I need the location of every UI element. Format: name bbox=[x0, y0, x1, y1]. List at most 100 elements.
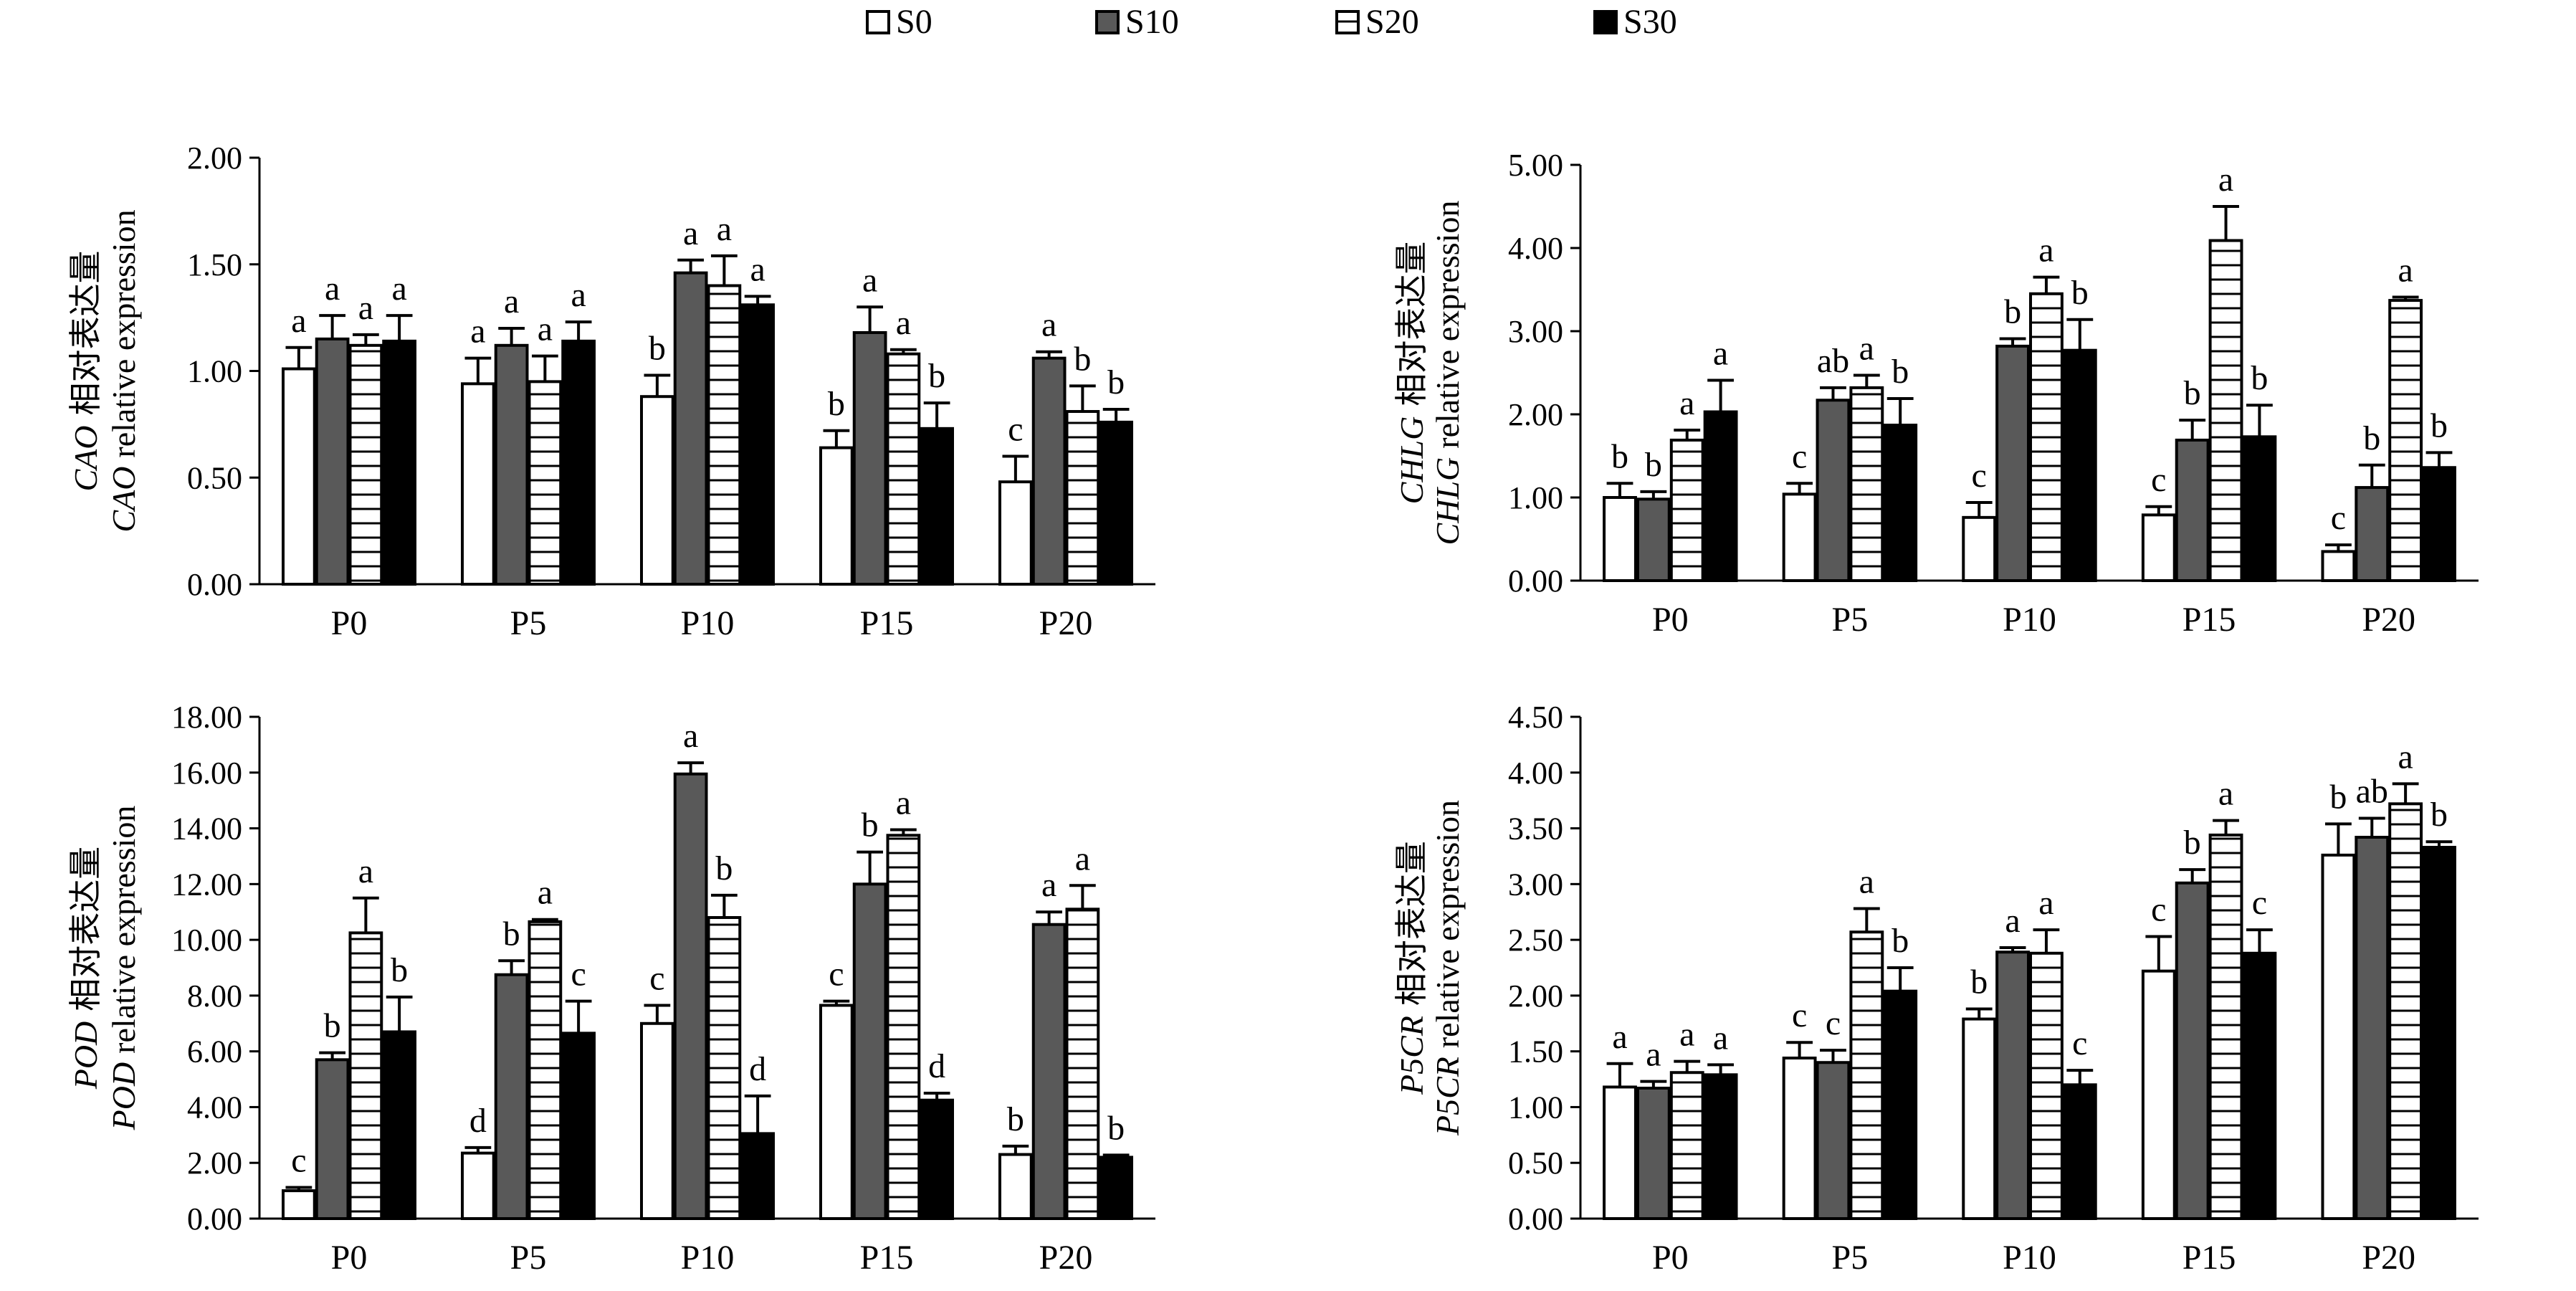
significance-letter: b bbox=[862, 806, 879, 844]
bar-pod-p15-s30 bbox=[920, 1098, 954, 1220]
significance-letter: b bbox=[828, 385, 845, 423]
y-tick-label: 0.00 bbox=[187, 567, 242, 602]
bar-chlg-p15-s10 bbox=[2175, 438, 2210, 583]
y-tick-label: 2.00 bbox=[1508, 978, 1563, 1014]
significance-letter: a bbox=[391, 270, 406, 308]
bar-chlg-p10-s30 bbox=[2062, 348, 2097, 582]
y-axis-label-cn: 相对表达量 bbox=[1393, 242, 1430, 406]
bar-chlg-p0-s30 bbox=[1703, 410, 1738, 583]
significance-letter: a bbox=[470, 313, 485, 351]
significance-letter: a bbox=[538, 310, 553, 348]
bar-cao-p20-s30 bbox=[1099, 420, 1133, 586]
bar-chlg-p20-s20 bbox=[2388, 299, 2423, 582]
y-axis-label-cn: 相对表达量 bbox=[67, 251, 104, 416]
y-tick-label: 2.00 bbox=[1508, 397, 1563, 432]
significance-letter: c bbox=[829, 956, 844, 994]
significance-letter: ab bbox=[2356, 773, 2388, 811]
significance-letter: c bbox=[571, 956, 586, 994]
category-label-p5: P5 bbox=[1832, 1239, 1869, 1277]
legend-swatch-s30 bbox=[1593, 10, 1618, 34]
y-axis-label-gene: CAO bbox=[67, 426, 104, 492]
y-tick-label: 4.50 bbox=[1508, 700, 1563, 735]
bar-cao-p0-s30 bbox=[382, 339, 416, 586]
bar-p5cr-p20-s10 bbox=[2355, 836, 2390, 1220]
significance-letter: a bbox=[2218, 161, 2233, 199]
y-tick-label: 16.00 bbox=[171, 756, 242, 791]
y-tick-label: 1.00 bbox=[187, 354, 242, 389]
significance-letter: a bbox=[538, 874, 553, 912]
bar-pod-p5-s0 bbox=[461, 1151, 495, 1220]
y-tick-label: 2.00 bbox=[187, 1145, 242, 1181]
bar-p5cr-p10-s10 bbox=[1995, 951, 2030, 1220]
y-axis-label-line1: CAO 相对表达量 bbox=[67, 251, 104, 492]
y-axis-label-line2: P5CR relative expression bbox=[1429, 800, 1466, 1136]
significance-letter: a bbox=[1679, 384, 1694, 422]
significance-letter: a bbox=[1041, 306, 1056, 344]
bar-pod-p0-s0 bbox=[282, 1189, 316, 1220]
significance-letter: a bbox=[862, 261, 877, 299]
bar-pod-p15-s20 bbox=[886, 834, 921, 1221]
legend: S0 S10 S20 S30 bbox=[866, 3, 1677, 41]
bar-chlg-p15-s30 bbox=[2242, 435, 2277, 582]
bar-cao-p10-s20 bbox=[707, 284, 742, 586]
significance-letter: b bbox=[1645, 446, 1662, 484]
significance-letter: b bbox=[2363, 419, 2380, 457]
bar-cao-p0-s20 bbox=[348, 343, 383, 586]
category-label-p0: P0 bbox=[1652, 1239, 1689, 1277]
bar-p5cr-p20-s20 bbox=[2388, 802, 2423, 1221]
significance-letter: a bbox=[358, 289, 373, 327]
y-axis-label-line2: POD relative expression bbox=[105, 806, 142, 1131]
y-axis-label-en: relative expression bbox=[105, 806, 142, 1054]
significance-letter: b bbox=[715, 849, 733, 887]
bar-pod-p20-s0 bbox=[998, 1153, 1033, 1220]
bar-chlg-p20-s30 bbox=[2422, 466, 2456, 582]
bar-cao-p20-s10 bbox=[1031, 356, 1067, 586]
significance-letter: a bbox=[2005, 902, 2020, 940]
bar-p5cr-p10-s0 bbox=[1962, 1017, 1997, 1220]
bar-pod-p0-s10 bbox=[315, 1058, 350, 1221]
chart-panels: 0.000.501.001.502.00CAO相对表达量CAOrelative … bbox=[67, 140, 2479, 1277]
panel-chlg: 0.001.002.003.004.005.00CHLG相对表达量CHLGrel… bbox=[1393, 148, 2479, 639]
bar-cao-p20-s0 bbox=[998, 480, 1033, 586]
significance-letter: a bbox=[717, 210, 732, 248]
category-label-p0: P0 bbox=[1652, 601, 1689, 639]
significance-letter: ab bbox=[1817, 342, 1849, 380]
bar-pod-p5-s30 bbox=[561, 1032, 596, 1221]
bar-chlg-p10-s20 bbox=[2029, 292, 2064, 582]
bar-chlg-p0-s0 bbox=[1603, 496, 1637, 582]
category-label-p10: P10 bbox=[2003, 1239, 2056, 1277]
significance-letter: a bbox=[1075, 839, 1090, 877]
bar-pod-p15-s0 bbox=[819, 1004, 854, 1220]
bar-p5cr-p10-s30 bbox=[2062, 1083, 2097, 1221]
significance-letter: b bbox=[1611, 437, 1628, 475]
significance-letter: d bbox=[749, 1050, 766, 1088]
bar-pod-p5-s20 bbox=[528, 920, 563, 1221]
significance-letter: a bbox=[896, 784, 911, 822]
legend-label-s30: S30 bbox=[1623, 3, 1677, 41]
legend-label-s0: S0 bbox=[896, 3, 932, 41]
significance-letter: a bbox=[1859, 329, 1874, 367]
y-axis-label-en: relative expression bbox=[1429, 201, 1466, 449]
y-axis-label-cn: 相对表达量 bbox=[67, 847, 104, 1011]
significance-letter: b bbox=[1074, 340, 1091, 378]
significance-letter: c bbox=[2331, 499, 2346, 537]
bar-cao-p5-s30 bbox=[561, 339, 596, 586]
category-label-p10: P10 bbox=[681, 1239, 735, 1277]
bar-chlg-p10-s10 bbox=[1995, 344, 2030, 582]
significance-letter: a bbox=[358, 852, 373, 890]
bar-p5cr-p0-s30 bbox=[1703, 1073, 1738, 1221]
bar-pod-p20-s20 bbox=[1065, 907, 1100, 1221]
bar-pod-p20-s30 bbox=[1099, 1156, 1133, 1221]
significance-letter: a bbox=[750, 250, 765, 288]
significance-letter: b bbox=[2004, 292, 2021, 330]
y-tick-label: 1.50 bbox=[187, 247, 242, 282]
category-label-p20: P20 bbox=[1039, 1239, 1093, 1277]
bar-pod-p0-s30 bbox=[382, 1030, 416, 1220]
significance-letter: a bbox=[1713, 334, 1728, 372]
bar-p5cr-p15-s30 bbox=[2242, 951, 2277, 1221]
significance-letter: c bbox=[649, 960, 664, 998]
bar-cao-p15-s30 bbox=[920, 427, 954, 586]
y-tick-label: 3.00 bbox=[1508, 867, 1563, 902]
bar-p5cr-p0-s20 bbox=[1669, 1071, 1704, 1220]
significance-letter: b bbox=[1892, 353, 1909, 391]
